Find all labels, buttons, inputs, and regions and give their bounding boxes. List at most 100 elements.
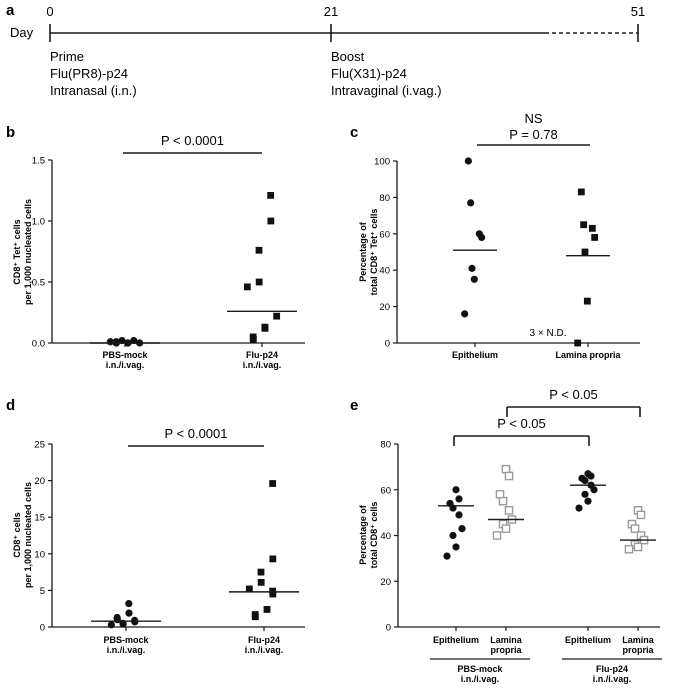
group-label: Flu-p24 (596, 664, 628, 674)
y-axis-label-line2: total CD8⁺ cells (369, 502, 379, 569)
category-label: Flu-p24 (246, 350, 278, 360)
panel-letter-e: e (350, 397, 358, 414)
data-point-open-square (501, 524, 511, 533)
data-point-circle (125, 609, 133, 617)
y-axis-label-line1: CD8⁺ cells (12, 512, 22, 557)
data-point-open-square (504, 471, 514, 481)
significance-label: P = 0.78 (509, 127, 558, 142)
y-tick-label: 0 (386, 623, 391, 634)
category-label-line2: propria (622, 645, 654, 655)
boost-route: Intravaginal (i.vag.) (331, 83, 442, 98)
data-point-circle (464, 157, 472, 165)
data-point-square (255, 246, 263, 254)
data-point-circle (455, 495, 463, 503)
y-axis-label-line1: Percentage of (358, 221, 368, 282)
data-point-open-square (501, 464, 511, 474)
panel-letter-a: a (6, 2, 15, 19)
y-tick-label: 80 (379, 193, 390, 204)
category-label: PBS-mock (102, 350, 148, 360)
category-label: Lamina propria (555, 350, 621, 360)
category-label-line2: propria (490, 645, 522, 655)
chart-panel-c: c 0 20 40 60 80 100 Percentage oftotal CD8⁺ Tet… (350, 111, 640, 360)
data-point-square (580, 221, 588, 229)
y-axis-label-b: CD8⁺ Tet⁺ cellsper 1,000 nucleated cells (12, 199, 33, 305)
prime-route: Intranasal (i.n.) (50, 83, 137, 98)
y-tick-label: 10 (34, 549, 45, 560)
data-point-open-square (636, 510, 646, 520)
not-detected-note: 3 × N.D. (530, 328, 567, 339)
data-point-circle (584, 497, 592, 505)
significance-label: NS (524, 111, 542, 126)
data-point-square (267, 217, 275, 225)
y-tick-label: 20 (34, 476, 45, 487)
y-tick-label: 80 (380, 440, 391, 451)
data-point-circle (468, 264, 476, 272)
y-tick-label: 20 (379, 302, 390, 313)
y-axis-label-line2: per 1,000 nucleated cells (23, 199, 33, 305)
y-tick-label: 40 (379, 266, 390, 277)
significance-label: P < 0.05 (549, 387, 598, 402)
y-tick-label: 60 (379, 229, 390, 240)
data-point-circle (590, 486, 598, 494)
data-point-circle (452, 543, 460, 551)
significance-label: P < 0.0001 (164, 426, 227, 441)
data-point-circle (587, 472, 595, 480)
y-tick-label: 40 (380, 531, 391, 542)
data-point-circle (452, 486, 460, 494)
y-axis-label-line1: Percentage of (358, 504, 368, 565)
chart-panel-e: e 0 20 40 60 80 Percentage oftotal CD8⁺ cells E… (350, 387, 662, 684)
data-point-circle (443, 552, 451, 560)
data-point-circle (449, 531, 457, 540)
category-label: Epithelium (452, 350, 498, 360)
data-point-square (255, 278, 263, 286)
y-axis-label-c: Percentage oftotal CD8⁺ Tet⁺ cells (358, 209, 379, 296)
category-label-line2: i.n./i.vag. (245, 645, 284, 655)
data-point-square (591, 234, 599, 241)
data-point-square (588, 224, 596, 232)
y-tick-label: 1.0 (32, 217, 45, 228)
data-point-square (269, 555, 277, 563)
group-label-line2: i.n./i.vag. (593, 674, 632, 684)
group-label-line2: i.n./i.vag. (461, 674, 500, 684)
data-point-square (577, 188, 585, 196)
timeline-day-21: 21 (324, 4, 338, 19)
data-point-circle (458, 525, 466, 533)
boost-vaccine: Flu(X31)-p24 (331, 66, 407, 81)
data-point-square (263, 606, 271, 613)
data-point-square (273, 312, 281, 320)
y-tick-label: 100 (374, 157, 390, 168)
boost-title: Boost (331, 49, 365, 64)
data-point-circle (581, 490, 589, 498)
data-point-square (257, 578, 265, 586)
timeline-day-0: 0 (46, 4, 53, 19)
data-point-square (269, 480, 277, 487)
data-point-square (245, 585, 253, 593)
data-point-open-square (492, 531, 502, 540)
chart-panel-d: d 0 5 10 15 20 25 CD8⁺ cellsper 1,000 nucleated… (6, 397, 305, 655)
data-point-square (574, 339, 582, 347)
data-point-circle (467, 199, 475, 207)
data-point-square (261, 324, 269, 332)
data-point-circle (131, 618, 139, 626)
category-label: Epithelium (565, 635, 611, 645)
category-label: Lamina (622, 635, 655, 645)
y-axis-label-line1: CD8⁺ Tet⁺ cells (12, 219, 22, 284)
prime-title: Prime (50, 49, 84, 64)
data-point-square (269, 587, 277, 595)
data-point-circle (455, 511, 463, 519)
data-point-square (249, 335, 257, 343)
category-label-line2: i.n./i.vag. (107, 645, 146, 655)
data-point-circle (461, 310, 469, 318)
data-point-square (267, 191, 275, 199)
data-point-circle (470, 275, 478, 283)
panel-letter-c: c (350, 124, 358, 141)
data-point-circle (119, 620, 127, 628)
category-label: Lamina (490, 635, 523, 645)
data-point-circle (107, 621, 115, 629)
data-point-square (257, 568, 265, 576)
y-tick-label: 60 (380, 485, 391, 496)
y-axis-label-d: CD8⁺ cellsper 1,000 nucleated cells (12, 482, 33, 588)
y-axis-label-line2: total CD8⁺ Tet⁺ cells (369, 209, 379, 296)
data-point-open-square (495, 490, 505, 499)
